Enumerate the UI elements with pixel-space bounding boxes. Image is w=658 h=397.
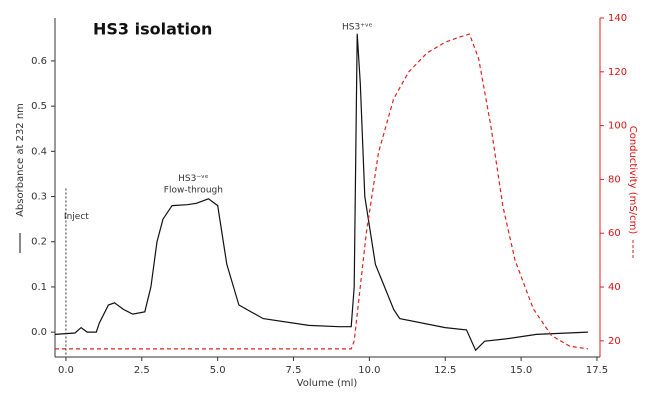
x-tick-label: 15.0: [510, 365, 532, 376]
series-line: [54, 33, 588, 352]
y2-tick-label: 100: [608, 121, 627, 132]
annotation: HS3⁻ᵛᵉ: [178, 174, 209, 184]
x-tick-label: 10.0: [358, 365, 380, 376]
y-tick-label: 0.2: [31, 237, 47, 248]
x-tick-label: 17.5: [586, 365, 608, 376]
y2-tick-label: 20: [608, 336, 621, 347]
chart-title: HS3 isolation: [93, 20, 212, 39]
annotation: Inject: [64, 212, 89, 222]
annotation: Flow-through: [164, 185, 223, 195]
x-tick-label: 12.5: [434, 365, 456, 376]
y2-tick-label: 120: [608, 67, 627, 78]
series-line: [55, 33, 588, 350]
x-tick-label: 7.5: [286, 365, 302, 376]
x-tick-label: 2.5: [134, 365, 150, 376]
y2-axis-label: Conductivity (mS/cm): [627, 126, 638, 235]
y-tick-label: 0.5: [31, 101, 47, 112]
y-tick-label: 0.1: [31, 282, 47, 293]
annotation: HS3⁺ᵛᵉ: [342, 23, 373, 33]
y-tick-label: 0.4: [31, 146, 47, 157]
y2-tick-label: 80: [608, 174, 621, 185]
x-axis-label: Volume (ml): [297, 378, 358, 389]
x-tick-label: 5.0: [210, 365, 226, 376]
y2-tick-label: 140: [608, 13, 627, 24]
y-axis-label: Absorbance at 232 nm: [15, 103, 26, 217]
y2-tick-label: 40: [608, 282, 621, 293]
y-tick-label: 0.6: [31, 56, 47, 67]
y2-tick-label: 60: [608, 228, 621, 239]
x-tick-label: 0.0: [58, 365, 74, 376]
y-tick-label: 0.3: [31, 192, 47, 203]
y-tick-label: 0.0: [31, 327, 47, 338]
